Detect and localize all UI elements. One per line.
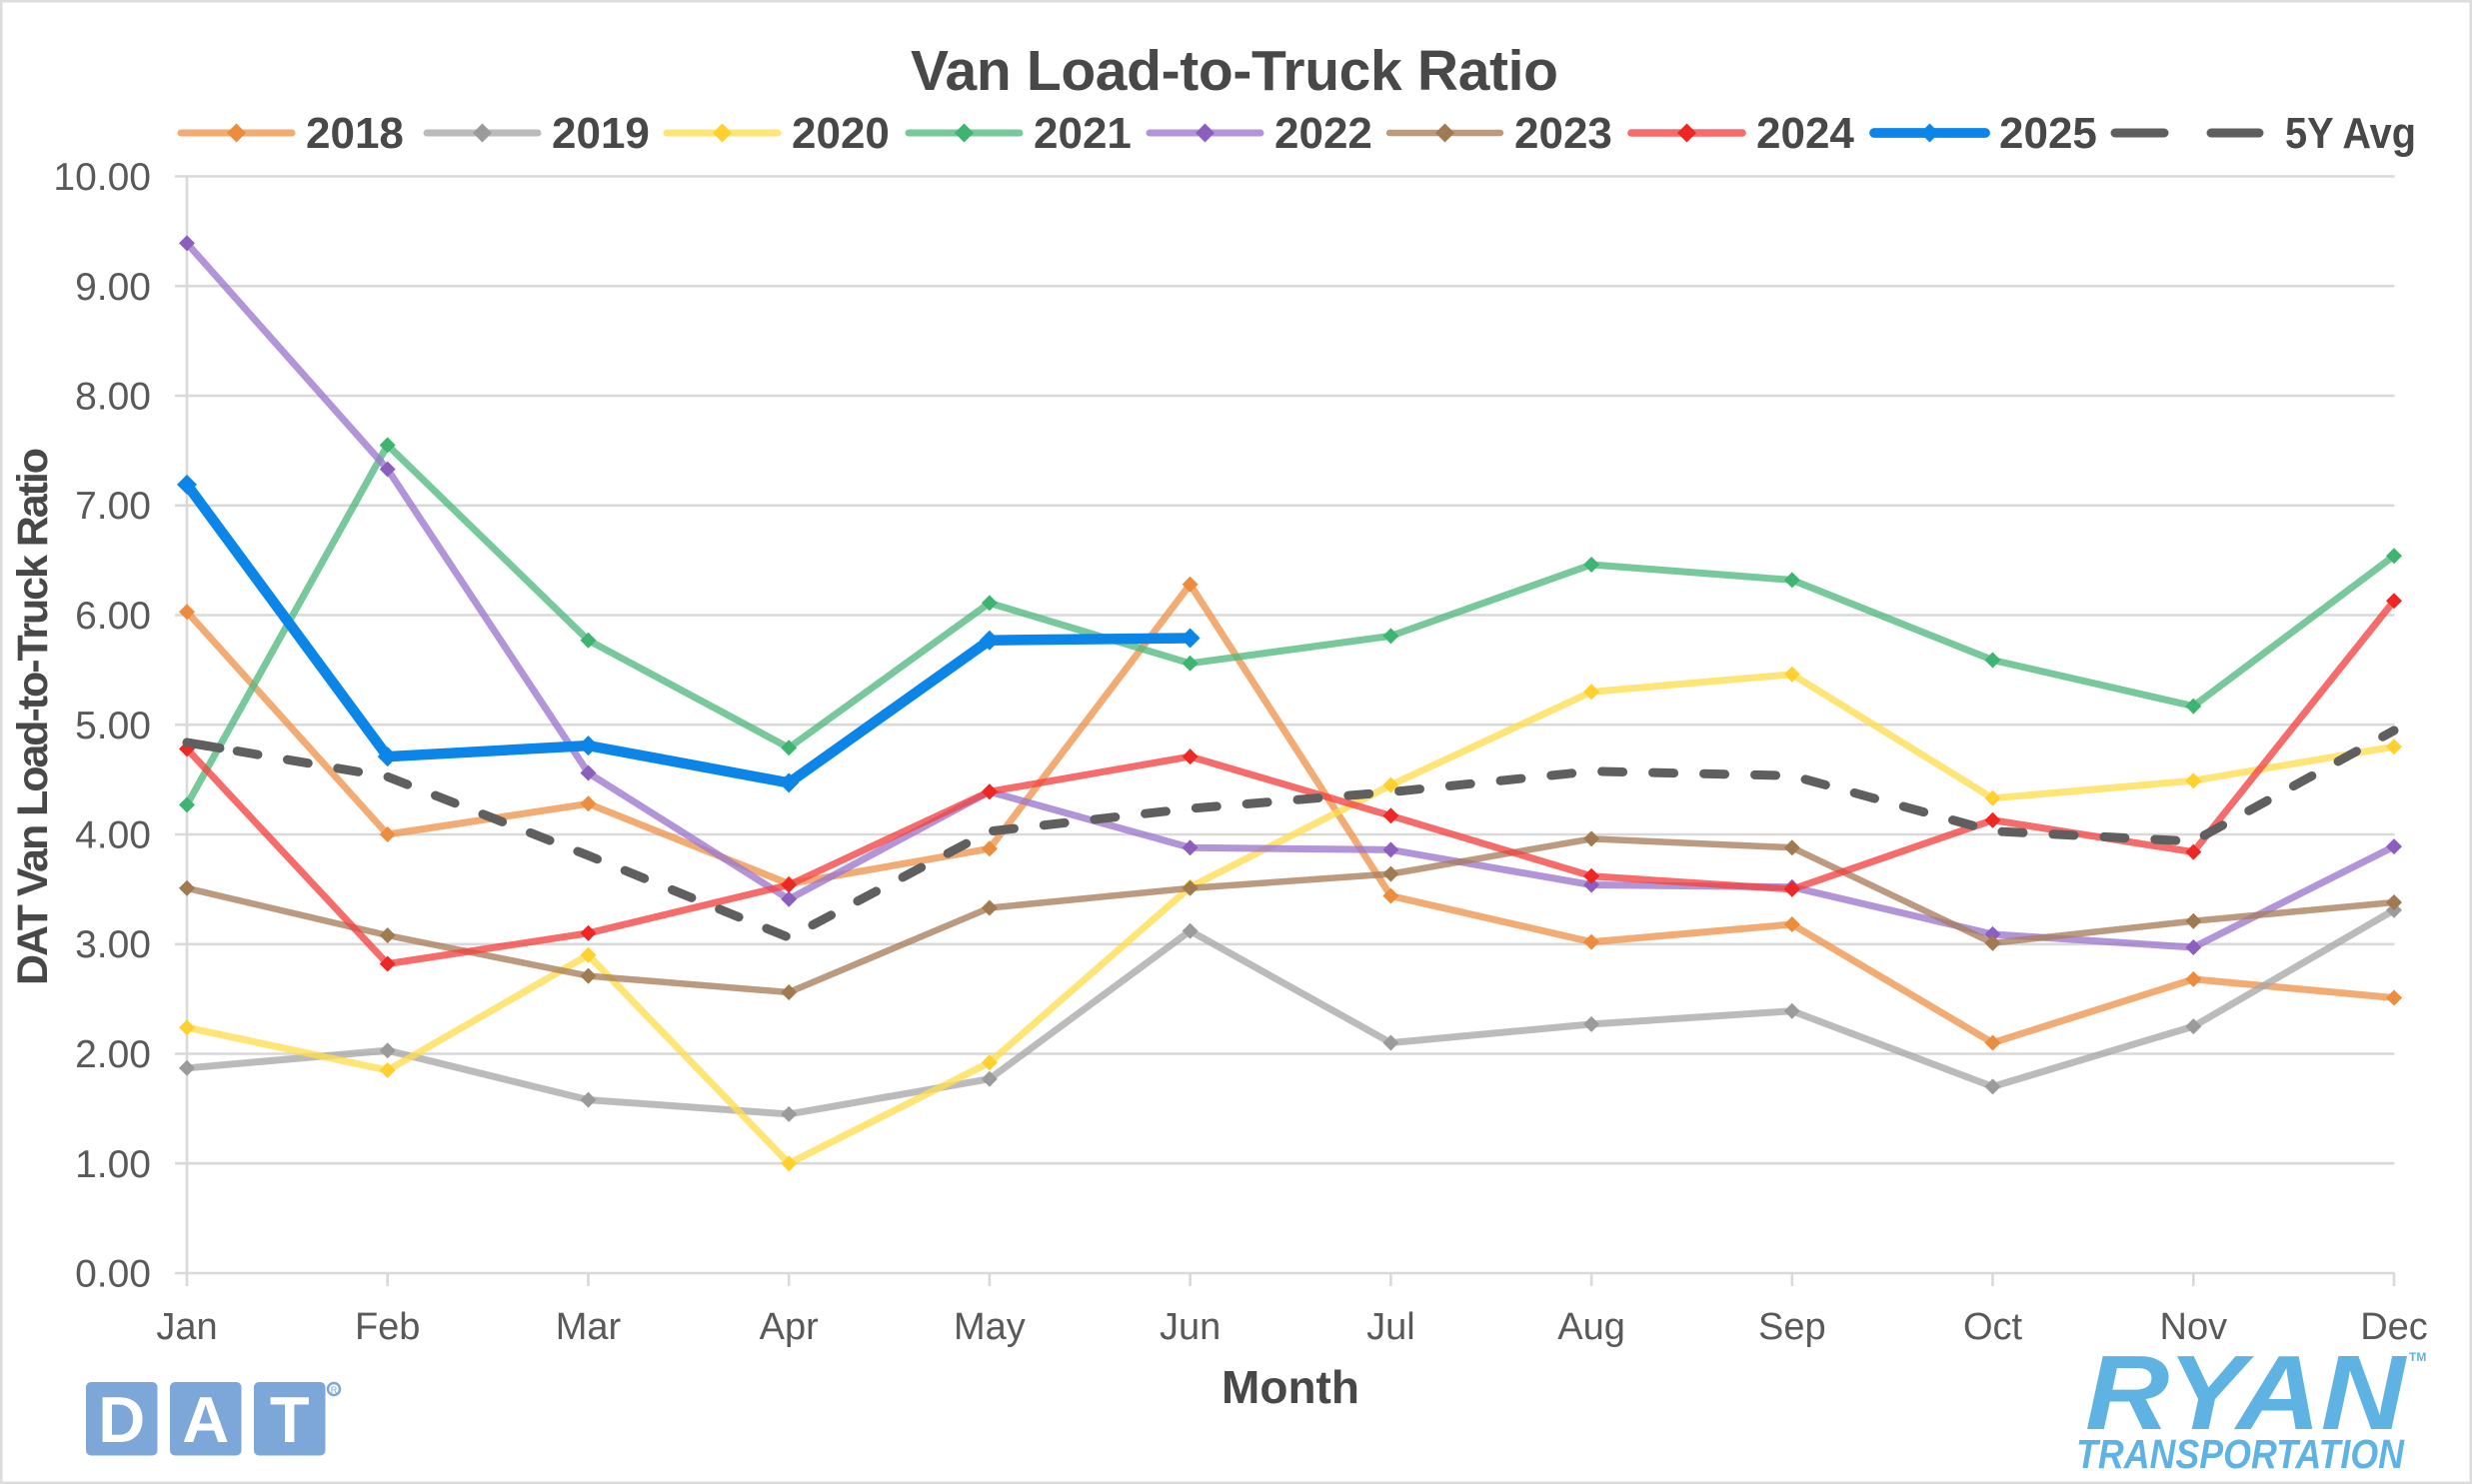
- svg-text:1.00: 1.00: [75, 1143, 151, 1186]
- svg-text:5.00: 5.00: [75, 705, 151, 747]
- svg-text:2018: 2018: [306, 109, 404, 158]
- svg-text:T: T: [270, 1383, 310, 1456]
- svg-text:Apr: Apr: [760, 1306, 819, 1348]
- svg-text:Month: Month: [1222, 1361, 1359, 1413]
- svg-text:Feb: Feb: [355, 1306, 420, 1348]
- svg-text:TRANSPORTATION: TRANSPORTATION: [2076, 1431, 2405, 1477]
- svg-text:Jul: Jul: [1366, 1306, 1415, 1348]
- svg-text:Jan: Jan: [156, 1306, 217, 1348]
- svg-text:3.00: 3.00: [75, 923, 151, 966]
- svg-text:6.00: 6.00: [75, 595, 151, 638]
- svg-text:2023: 2023: [1514, 109, 1612, 158]
- svg-text:2025: 2025: [1999, 109, 2097, 158]
- svg-text:5Y Avg: 5Y Avg: [2285, 109, 2416, 158]
- svg-text:R: R: [331, 1385, 338, 1395]
- svg-text:A: A: [182, 1383, 229, 1456]
- svg-text:Mar: Mar: [556, 1306, 622, 1348]
- svg-text:Van Load-to-Truck Ratio: Van Load-to-Truck Ratio: [911, 39, 1558, 103]
- svg-text:TM: TM: [2409, 1350, 2426, 1364]
- svg-text:7.00: 7.00: [75, 485, 151, 528]
- svg-text:4.00: 4.00: [75, 814, 151, 857]
- svg-text:Aug: Aug: [1557, 1306, 1625, 1348]
- svg-text:D: D: [98, 1383, 145, 1456]
- svg-text:DAT Van Load-to-Truck Ratio: DAT Van Load-to-Truck Ratio: [9, 448, 57, 985]
- svg-text:2024: 2024: [1756, 109, 1854, 158]
- svg-text:Jun: Jun: [1160, 1306, 1221, 1348]
- svg-text:May: May: [954, 1306, 1026, 1348]
- svg-text:2.00: 2.00: [75, 1033, 151, 1076]
- svg-text:10.00: 10.00: [53, 156, 151, 199]
- svg-text:Dec: Dec: [2360, 1306, 2428, 1348]
- svg-text:8.00: 8.00: [75, 376, 151, 419]
- svg-text:2022: 2022: [1274, 109, 1372, 158]
- svg-text:Sep: Sep: [1758, 1306, 1826, 1348]
- svg-text:Oct: Oct: [1963, 1306, 2023, 1348]
- svg-text:0.00: 0.00: [75, 1253, 151, 1296]
- svg-text:9.00: 9.00: [75, 266, 151, 309]
- svg-text:2019: 2019: [552, 109, 650, 158]
- svg-text:2020: 2020: [792, 109, 890, 158]
- svg-text:RYAN: RYAN: [2085, 1334, 2408, 1452]
- svg-text:Nov: Nov: [2160, 1306, 2228, 1348]
- svg-text:2021: 2021: [1034, 109, 1132, 158]
